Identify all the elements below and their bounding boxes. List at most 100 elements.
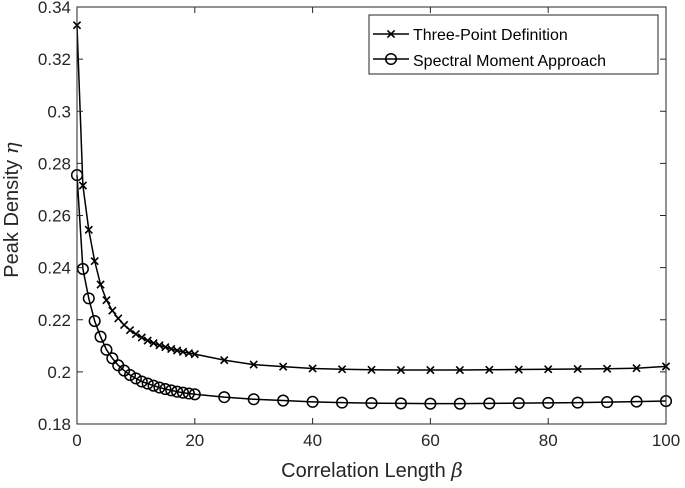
data-point — [632, 364, 641, 373]
data-point — [337, 365, 347, 374]
data-point — [630, 395, 643, 408]
data-point — [512, 397, 525, 410]
y-tick-label: 0.18 — [38, 415, 71, 434]
legend-sample-three-point — [373, 29, 409, 39]
data-point — [131, 329, 141, 339]
data-point — [102, 296, 111, 305]
y-tick-label: 0.34 — [38, 0, 71, 17]
data-point — [306, 395, 319, 408]
series-spectral-moment — [70, 169, 673, 410]
data-point — [90, 256, 99, 266]
data-point — [125, 326, 135, 335]
data-point — [149, 339, 158, 348]
x-tick-label: 40 — [303, 431, 322, 450]
data-point — [182, 387, 195, 400]
data-point — [277, 394, 290, 407]
data-point — [190, 349, 199, 359]
legend: Three-Point Definition Spectral Moment A… — [368, 14, 659, 75]
legend-label-three-point: Three-Point Definition — [413, 27, 568, 44]
data-point — [137, 333, 146, 342]
y-axis-symbol: η — [0, 142, 23, 154]
data-point — [426, 365, 435, 375]
data-point — [171, 385, 184, 398]
y-tick-label: 0.24 — [38, 259, 71, 278]
legend-label-spectral-moment: Spectral Moment Approach — [413, 53, 606, 70]
data-point — [141, 377, 154, 390]
data-point — [218, 391, 231, 404]
x-tick-label: 20 — [185, 431, 204, 450]
data-point — [165, 384, 178, 397]
data-point — [394, 397, 408, 410]
data-point — [106, 352, 119, 365]
data-point — [135, 375, 148, 388]
data-point — [308, 364, 317, 373]
y-tick-label: 0.3 — [47, 102, 71, 121]
legend-marker — [386, 29, 396, 39]
data-point — [161, 342, 170, 352]
data-point — [544, 365, 553, 374]
data-point — [602, 364, 612, 373]
y-tick-label: 0.26 — [38, 207, 71, 226]
data-point — [571, 396, 584, 409]
ticks-layer: 0 20 40 60 80 100 0.18 0.2 0.22 0.24 0.26 0.28 0.3 0.… — [38, 0, 680, 450]
data-point — [129, 372, 142, 385]
y-axis-title: Peak Density η — [0, 142, 23, 277]
data-point — [108, 306, 117, 315]
x-tick-label: 60 — [421, 431, 440, 450]
x-tick-label: 100 — [652, 431, 680, 450]
series-line — [76, 25, 667, 371]
legend-marker — [384, 52, 398, 66]
data-point — [453, 397, 466, 410]
data-point — [485, 365, 494, 374]
data-point — [88, 315, 101, 328]
data-point — [573, 364, 582, 374]
data-point — [601, 396, 614, 409]
data-point — [82, 292, 95, 305]
x-tick-label: 80 — [539, 431, 558, 450]
legend-sample-spectral-moment — [373, 52, 409, 66]
legend-box — [368, 14, 659, 75]
y-tick-label: 0.28 — [38, 154, 71, 173]
data-point — [84, 225, 93, 234]
y-axis-title-text: Peak Density — [1, 160, 23, 278]
data-point — [96, 280, 105, 289]
data-point — [123, 368, 137, 382]
x-axis-title-text: Correlation Length — [281, 460, 446, 482]
data-point — [78, 181, 88, 190]
data-point — [188, 388, 201, 401]
data-point — [542, 396, 555, 409]
data-point — [424, 397, 437, 410]
data-point — [76, 262, 89, 275]
data-point — [365, 397, 378, 410]
data-point — [483, 397, 496, 410]
data-point — [114, 314, 123, 323]
x-axis-symbol: β — [450, 458, 463, 482]
data-point — [514, 365, 523, 374]
data-point — [367, 365, 376, 374]
legend-entries — [373, 29, 409, 66]
data-point — [100, 343, 113, 356]
data-point — [94, 330, 107, 343]
y-tick-label: 0.2 — [47, 363, 71, 382]
data-point — [396, 365, 406, 375]
data-point — [153, 381, 166, 394]
series-layer — [70, 21, 673, 410]
data-point — [167, 344, 176, 354]
x-tick-label: 0 — [72, 431, 81, 450]
x-axis-title: Correlation Length β — [281, 458, 463, 482]
data-point — [247, 393, 260, 406]
data-point — [155, 341, 164, 350]
data-point — [278, 362, 288, 371]
data-point — [143, 336, 152, 345]
data-point — [147, 379, 160, 392]
data-point — [159, 383, 172, 396]
data-point — [336, 396, 349, 409]
y-tick-label: 0.32 — [38, 50, 71, 69]
data-point — [220, 355, 229, 365]
data-point — [176, 386, 190, 399]
y-tick-label: 0.22 — [38, 311, 71, 330]
data-point — [249, 360, 258, 369]
data-point — [455, 365, 465, 375]
